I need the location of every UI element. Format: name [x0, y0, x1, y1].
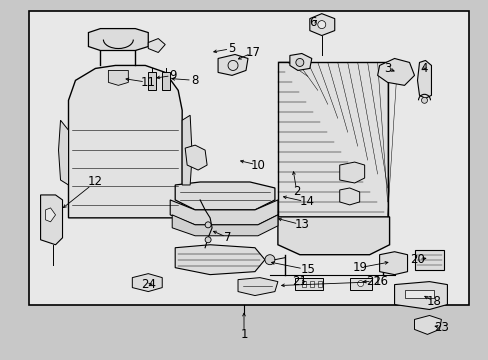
Bar: [404, 289, 433, 298]
Polygon shape: [379, 252, 407, 275]
Text: 9: 9: [169, 69, 177, 82]
Text: 24: 24: [141, 278, 156, 291]
Bar: [309, 280, 313, 287]
Polygon shape: [218, 54, 247, 75]
Text: 1: 1: [240, 328, 247, 341]
Text: 23: 23: [433, 321, 448, 334]
Polygon shape: [414, 315, 441, 334]
Text: 18: 18: [426, 295, 441, 308]
Polygon shape: [132, 274, 162, 292]
Text: 21: 21: [292, 275, 307, 288]
Text: 13: 13: [294, 218, 308, 231]
Polygon shape: [277, 217, 389, 255]
Text: 17: 17: [245, 46, 260, 59]
Circle shape: [421, 97, 427, 103]
Polygon shape: [170, 200, 277, 225]
Polygon shape: [394, 282, 447, 310]
Polygon shape: [238, 278, 277, 296]
Polygon shape: [185, 145, 207, 170]
Bar: [148, 72, 156, 90]
Bar: [29, 11, 468, 305]
Polygon shape: [59, 120, 68, 185]
Text: 2: 2: [292, 185, 300, 198]
Polygon shape: [172, 215, 277, 236]
Text: 5: 5: [228, 42, 235, 55]
Text: 15: 15: [300, 263, 315, 276]
Polygon shape: [377, 58, 414, 85]
Text: 7: 7: [224, 231, 231, 244]
Bar: [349, 278, 371, 289]
Polygon shape: [339, 162, 364, 183]
Bar: [294, 278, 322, 289]
Polygon shape: [339, 188, 359, 205]
Polygon shape: [175, 245, 264, 275]
Bar: [317, 280, 321, 287]
Bar: [277, 62, 387, 217]
Circle shape: [357, 280, 363, 287]
Bar: [301, 280, 305, 287]
Text: 16: 16: [373, 275, 388, 288]
Text: 22: 22: [366, 275, 380, 288]
Text: 11: 11: [141, 76, 156, 89]
Circle shape: [317, 21, 325, 28]
Polygon shape: [289, 54, 311, 71]
Polygon shape: [45, 208, 56, 222]
Circle shape: [264, 255, 274, 265]
Polygon shape: [41, 195, 62, 245]
Text: 10: 10: [250, 158, 265, 172]
Polygon shape: [182, 115, 192, 185]
Text: 12: 12: [88, 175, 102, 189]
Circle shape: [204, 237, 211, 243]
Text: 4: 4: [420, 62, 427, 75]
Polygon shape: [88, 28, 148, 50]
Polygon shape: [148, 39, 165, 53]
Polygon shape: [175, 182, 274, 210]
Text: 8: 8: [191, 74, 199, 87]
Circle shape: [295, 58, 303, 67]
Bar: [162, 72, 170, 90]
Polygon shape: [417, 60, 430, 98]
Polygon shape: [68, 66, 182, 218]
Text: 6: 6: [308, 16, 316, 29]
Text: 20: 20: [409, 253, 424, 266]
Text: 14: 14: [299, 195, 314, 208]
Polygon shape: [108, 71, 128, 85]
Bar: [414, 250, 444, 270]
Circle shape: [204, 222, 211, 228]
Polygon shape: [309, 14, 334, 36]
Text: 19: 19: [351, 261, 366, 274]
Text: 3: 3: [383, 62, 390, 75]
